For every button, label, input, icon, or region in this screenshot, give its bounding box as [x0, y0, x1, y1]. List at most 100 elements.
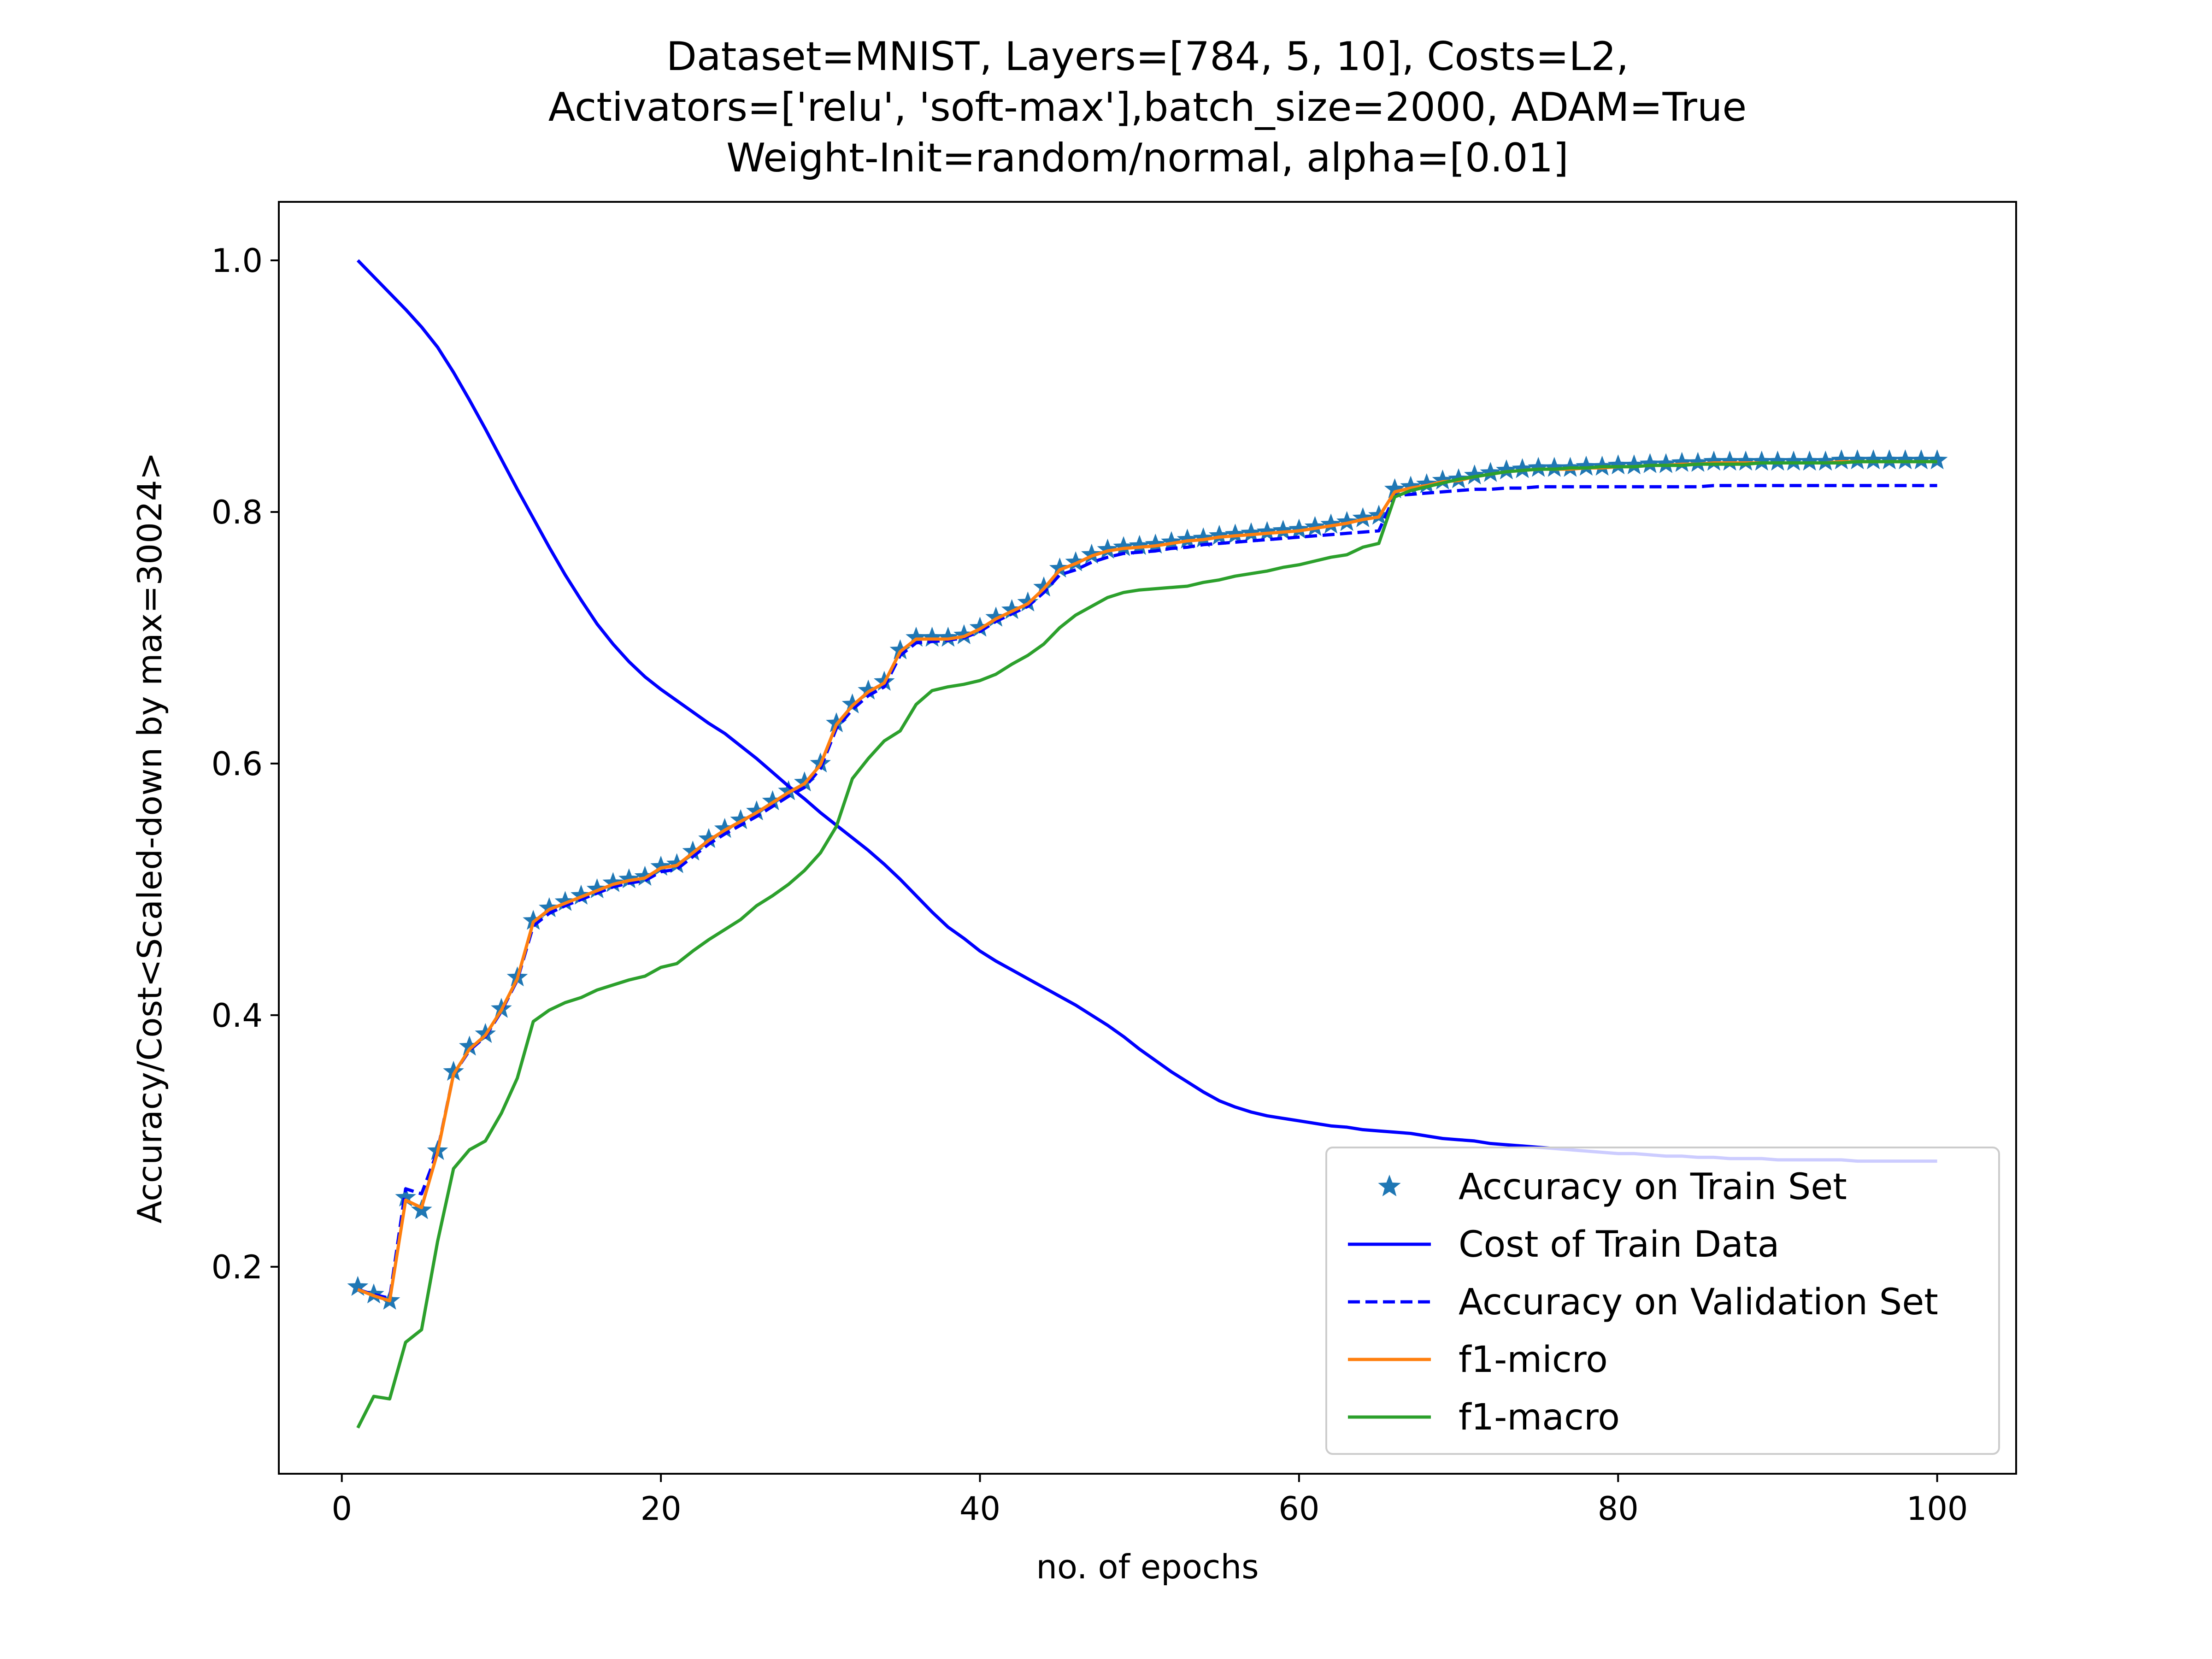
plot-area	[278, 201, 2017, 1475]
train-accuracy-point	[1480, 462, 1501, 482]
title-line-3: Weight-Init=random/normal, alpha=[0.01]	[726, 135, 1569, 181]
train-accuracy-point	[906, 626, 927, 647]
train-accuracy-point	[1272, 519, 1294, 540]
train-accuracy-point	[953, 624, 975, 644]
train-accuracy-point	[1894, 449, 1916, 470]
series-f1-macro	[356, 460, 1937, 1429]
train-accuracy-point	[1145, 533, 1166, 554]
x-axis-label: no. of epochs	[1036, 1547, 1259, 1586]
y-tick-label: 1.0	[212, 242, 263, 280]
x-tick-label: 60	[1278, 1490, 1319, 1528]
train-accuracy-point	[1576, 455, 1597, 476]
x-tick-label: 100	[1906, 1490, 1968, 1528]
train-accuracy-point	[1831, 449, 1852, 470]
train-accuracy-point	[1081, 543, 1102, 564]
train-accuracy-point	[1097, 538, 1118, 559]
legend: Accuracy on Train Set Cost of Train Data A…	[1325, 1147, 2000, 1455]
legend-label: Cost of Train Data	[1459, 1224, 1779, 1265]
train-accuracy-point	[858, 679, 879, 700]
series-f1-macro-line	[356, 460, 1937, 1429]
x-tick-label: 80	[1598, 1490, 1639, 1528]
title-line-2: Activators=['relu', 'soft-max'],batch_si…	[548, 84, 1747, 130]
train-accuracy-point	[1177, 529, 1198, 549]
train-accuracy-point	[1256, 521, 1278, 541]
y-tick-label: 0.8	[212, 494, 263, 531]
train-accuracy-point	[698, 828, 719, 848]
train-accuracy-point	[618, 868, 640, 888]
train-accuracy-point	[1607, 454, 1629, 475]
x-tick-label: 20	[641, 1490, 682, 1528]
train-accuracy-point	[1224, 524, 1246, 544]
train-accuracy-point	[714, 818, 735, 838]
train-accuracy-point	[443, 1060, 464, 1081]
train-accuracy-point	[1113, 536, 1134, 556]
train-accuracy-point	[778, 780, 799, 800]
train-accuracy-point	[1049, 557, 1071, 578]
train-accuracy-point	[1320, 513, 1341, 534]
train-accuracy-point	[602, 872, 624, 892]
train-accuracy-point	[539, 897, 560, 918]
x-tick-label: 0	[331, 1490, 352, 1528]
train-accuracy-point	[586, 878, 608, 899]
train-accuracy-point	[1017, 591, 1039, 612]
train-accuracy-point	[1863, 449, 1884, 470]
train-accuracy-point	[1336, 511, 1358, 531]
train-accuracy-point	[459, 1035, 480, 1056]
legend-entry: f1-macro	[1348, 1397, 1620, 1438]
train-accuracy-point	[1671, 452, 1693, 472]
train-accuracy-point	[1687, 452, 1709, 472]
train-accuracy-point	[1655, 453, 1677, 473]
train-accuracy-point	[1911, 449, 1932, 470]
train-accuracy-point	[730, 809, 751, 830]
train-accuracy-point	[1703, 450, 1724, 471]
train-accuracy-point	[1847, 449, 1868, 470]
legend-box	[1325, 1147, 2000, 1455]
train-accuracy-point	[650, 855, 671, 876]
train-accuracy-point	[395, 1186, 416, 1207]
train-accuracy-point	[762, 790, 783, 811]
train-accuracy-point	[1751, 450, 1772, 471]
train-accuracy-point	[921, 626, 943, 647]
train-accuracy-point	[1400, 476, 1421, 496]
train-accuracy-point	[1384, 478, 1406, 499]
legend-entry: Cost of Train Data	[1348, 1224, 1779, 1265]
legend-entry: f1-micro	[1348, 1339, 1608, 1381]
title-line-1: Dataset=MNIST, Layers=[784, 5, 10], Cost…	[666, 34, 1629, 80]
train-accuracy-point	[682, 841, 704, 861]
chart-title: Dataset=MNIST, Layers=[784, 5, 10], Cost…	[548, 34, 1747, 181]
train-accuracy-point	[1001, 599, 1023, 619]
train-accuracy-point	[1464, 464, 1485, 485]
x-axis: 0 20 40 60 80 100	[331, 1474, 1968, 1528]
train-accuracy-point	[666, 853, 688, 873]
train-accuracy-point	[1624, 454, 1645, 475]
train-accuracy-point	[1926, 449, 1948, 470]
y-axis: 0.2 0.4 0.6 0.8 1.0	[212, 242, 279, 1286]
train-accuracy-point	[1288, 518, 1310, 539]
train-accuracy-point	[889, 639, 911, 659]
series-accuracy-on-validation-set-line	[357, 484, 1937, 1300]
train-accuracy-point	[571, 884, 592, 905]
train-accuracy-point	[1879, 449, 1900, 470]
train-accuracy-point	[554, 891, 576, 911]
train-accuracy-point	[1161, 531, 1182, 551]
train-accuracy-point	[1783, 450, 1804, 471]
train-accuracy-point	[363, 1283, 384, 1304]
series-accuracy-on-validation-set	[357, 484, 1937, 1300]
y-axis-label: Accuracy/Cost<Scaled-down by max=30024>	[130, 452, 169, 1224]
y-tick-label: 0.4	[212, 997, 263, 1035]
train-accuracy-point	[1512, 458, 1533, 478]
train-accuracy-point	[746, 800, 767, 821]
train-accuracy-point	[1209, 524, 1230, 545]
train-accuracy-point	[985, 606, 1006, 627]
train-accuracy-point	[1639, 453, 1661, 473]
train-accuracy-point	[1799, 450, 1820, 471]
y-tick-label: 0.2	[212, 1248, 263, 1286]
series-cost-of-train-data	[356, 259, 1937, 1163]
train-accuracy-point	[1193, 527, 1214, 547]
train-accuracy-point	[1065, 551, 1086, 571]
train-accuracy-point	[1735, 450, 1756, 471]
train-accuracy-point	[1129, 535, 1150, 555]
train-accuracy-point	[1241, 522, 1262, 542]
legend-label: Accuracy on Validation Set	[1459, 1282, 1938, 1323]
